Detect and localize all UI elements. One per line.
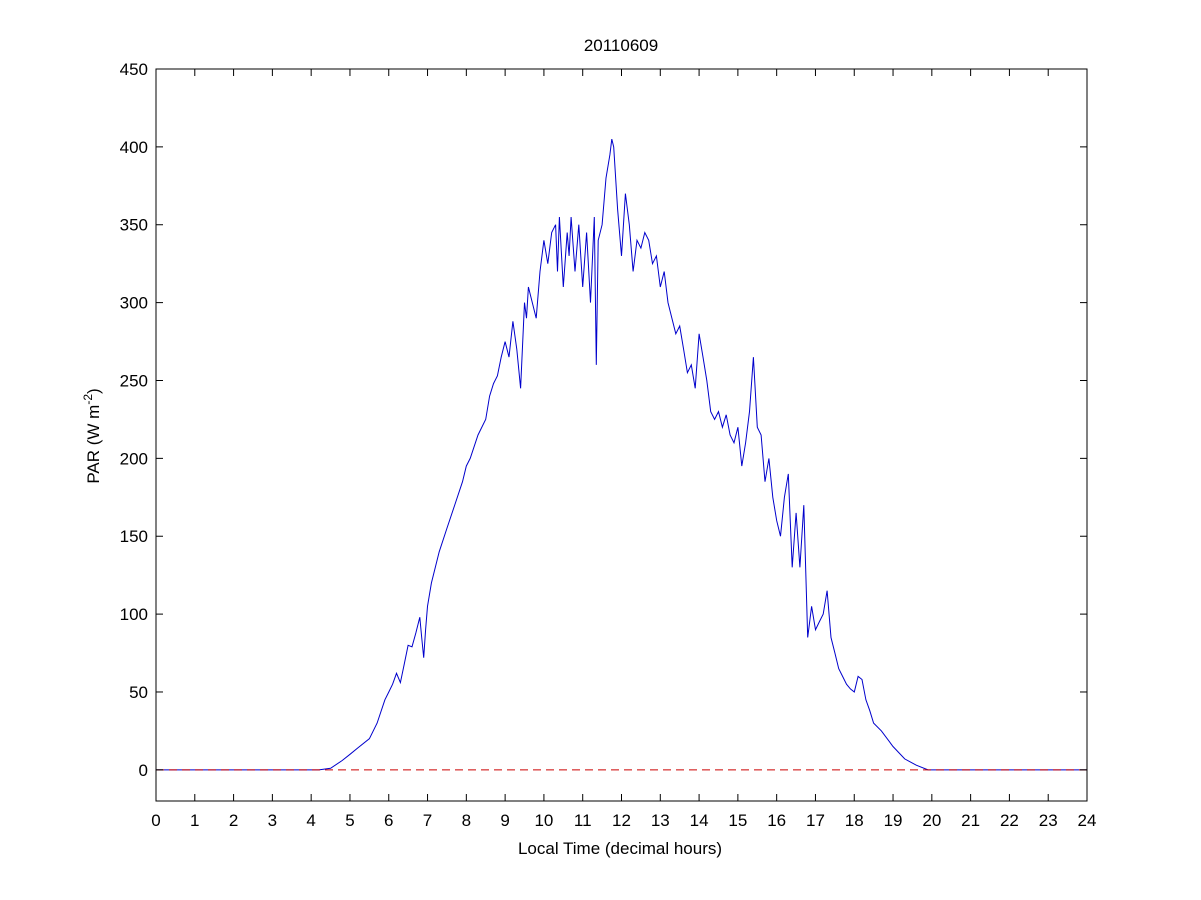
x-tick-label: 4	[306, 811, 315, 830]
x-tick-label: 1	[190, 811, 199, 830]
x-tick-label: 13	[651, 811, 670, 830]
x-tick-label: 22	[1000, 811, 1019, 830]
plot-frame	[155, 68, 1088, 802]
x-tick-label: 5	[345, 811, 354, 830]
y-tick-label: 0	[139, 761, 148, 780]
chart-title: 20110609	[584, 36, 658, 55]
x-tick-label: 7	[423, 811, 432, 830]
y-tick-label: 400	[120, 138, 148, 157]
x-tick-label: 24	[1078, 811, 1097, 830]
plot-area	[156, 138, 1087, 771]
x-tick-label: 19	[884, 811, 903, 830]
y-tick-label: 100	[120, 605, 148, 624]
x-tick-label: 6	[384, 811, 393, 830]
y-tick-label: 450	[120, 60, 148, 79]
y-tick-label: 350	[120, 216, 148, 235]
x-tick-label: 10	[534, 811, 553, 830]
y-tick-label: 200	[120, 449, 148, 468]
y-tick-label: 300	[120, 294, 148, 313]
x-tick-label: 18	[845, 811, 864, 830]
x-tick-label: 21	[961, 811, 980, 830]
x-tick-label: 16	[767, 811, 786, 830]
x-axis-label: Local Time (decimal hours)	[518, 839, 722, 858]
x-tick-label: 14	[690, 811, 709, 830]
x-tick-label: 3	[268, 811, 277, 830]
y-axis-label-suffix: )	[84, 388, 103, 394]
x-tick-label: 9	[500, 811, 509, 830]
y-tick-label: 250	[120, 371, 148, 390]
y-tick-label: 50	[129, 683, 148, 702]
x-tick-label: 17	[806, 811, 825, 830]
x-tick-label: 15	[728, 811, 747, 830]
x-tick-label: 2	[229, 811, 238, 830]
x-tick-label: 8	[462, 811, 471, 830]
x-tick-label: 23	[1039, 811, 1058, 830]
x-tick-label: 12	[612, 811, 631, 830]
par-series-line	[156, 138, 1087, 771]
x-tick-label: 20	[922, 811, 941, 830]
y-axis-label-sup: -2	[81, 394, 95, 405]
y-axis-label-main: PAR (W m	[84, 405, 103, 484]
y-tick-label: 150	[120, 527, 148, 546]
x-tick-label: 11	[574, 811, 592, 830]
x-tick-label: 0	[151, 811, 160, 830]
y-axis-label: PAR (W m-2)	[81, 388, 103, 483]
axis-ticks: 0 1 2 3 4 5 6 7 8 9 10 11 12 13 14 15 16 17 18 19 20 21 22 23 24…	[120, 60, 1097, 830]
